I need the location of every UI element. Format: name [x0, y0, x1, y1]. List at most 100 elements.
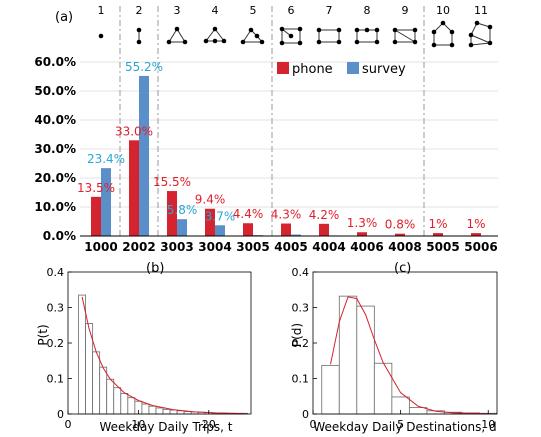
motif-edge: [205, 28, 216, 42]
bar-survey: [177, 219, 187, 236]
motif-node: [364, 27, 370, 33]
x-tick-label: 2002: [122, 240, 155, 254]
value-label-phone: 1%: [428, 217, 447, 231]
x-tick-label: 0: [310, 418, 317, 431]
motif-node: [279, 26, 285, 32]
x-axis-label: Weekday Daily Destinations, d: [313, 420, 496, 434]
motif-node: [221, 38, 227, 44]
motif-node: [174, 26, 180, 32]
value-label-survey: 5.8%: [167, 203, 198, 217]
motif-node: [240, 39, 246, 45]
motif-node: [374, 27, 380, 33]
y-tick-label: 0.4: [292, 266, 310, 279]
y-tick-label: 0: [57, 408, 64, 421]
histogram-bar: [155, 407, 164, 415]
motif-2-icon: [136, 27, 142, 45]
bar-phone: [471, 233, 481, 236]
fit-curve: [330, 296, 489, 415]
motif-node: [212, 26, 218, 32]
value-label-phone: 9.4%: [195, 193, 226, 207]
motif-number: 10: [436, 4, 450, 17]
x-tick-label: 4005: [274, 240, 307, 254]
x-tick-label: 3004: [198, 240, 231, 254]
motif-10-icon: [431, 20, 455, 48]
histogram-bar: [169, 409, 178, 415]
x-tick-label: 4008: [388, 240, 421, 254]
motif-node: [316, 27, 322, 33]
y-tick-label: 40.0%: [34, 113, 76, 127]
motif-node: [166, 39, 172, 45]
motif-number: 5: [250, 4, 257, 17]
motif-11-icon: [468, 20, 493, 48]
motif-number: 11: [474, 4, 488, 17]
motif-node: [248, 27, 254, 33]
motif-edge: [470, 34, 491, 44]
motif-node: [474, 20, 480, 26]
fit-curve: [81, 296, 245, 415]
value-label-phone: 33.0%: [115, 124, 153, 138]
value-label-survey: 23.4%: [87, 152, 125, 166]
motif-node: [279, 40, 285, 46]
x-tick-label: 5006: [464, 240, 497, 254]
y-axis-label: P(d): [290, 323, 304, 347]
histogram-bar: [356, 305, 375, 415]
motif-7-icon: [316, 27, 342, 45]
motif-node: [449, 42, 455, 48]
histogram-bar: [408, 407, 428, 415]
value-label-phone: 4.4%: [233, 207, 264, 221]
motif-node: [136, 39, 142, 45]
bar-phone: [319, 223, 329, 236]
motif-6-icon: [279, 26, 303, 46]
motif-node: [374, 39, 380, 45]
histogram-bar: [162, 408, 171, 415]
x-tick-labels: 1000 2002 3003 3004 3005 4005 4004 4006 4008 5005…: [84, 240, 497, 254]
axes: 0 0.1 0.2 0.3 0.4 0 5 10: [292, 266, 498, 431]
histogram-bar: [127, 397, 136, 415]
y-tick-label: 10.0%: [34, 200, 76, 214]
x-tick-label: 5005: [426, 240, 459, 254]
histogram-bar: [92, 351, 101, 415]
histogram-bars: [321, 295, 498, 415]
x-tick-label: 20: [202, 418, 216, 431]
value-label-phone: 4.3%: [271, 208, 302, 222]
motif-edge: [394, 29, 416, 43]
histogram-bar: [176, 410, 185, 415]
motif-node: [354, 27, 360, 33]
y-tick-label: 0.1: [47, 373, 65, 386]
x-tick-label: 5: [397, 418, 404, 431]
bar-phone: [167, 191, 177, 236]
motif-node: [288, 33, 294, 39]
histogram-bar: [113, 387, 122, 415]
histogram-bar: [120, 393, 129, 415]
motif-node: [392, 39, 398, 45]
bar-phone: [395, 233, 405, 236]
motif-node: [212, 38, 218, 44]
y-tick-label: 0.1: [292, 373, 310, 386]
motif-node: [182, 39, 188, 45]
bar-phone: [357, 232, 367, 236]
motif-node: [336, 39, 342, 45]
histogram-bar: [78, 294, 86, 415]
motif-number: 6: [288, 4, 295, 17]
y-gridlines: [80, 61, 498, 208]
panel-b-chart: (b) 0 0.1 0.2 0.3 0.4 0 10 20 Weekday Daily Tri…: [36, 261, 252, 434]
motif-4-icon: [203, 26, 227, 44]
motif-node: [259, 39, 265, 45]
y-tick-label: 0.0%: [43, 229, 76, 243]
panel-c-label: (c): [394, 261, 411, 276]
motif-icons: [98, 20, 493, 48]
bar-survey: [139, 75, 149, 236]
y-tick-label: 60.0%: [34, 55, 76, 69]
value-labels: 13.5% 23.4% 33.0% 55.2% 15.5% 5.8%9.4% 3.7%4.4…: [77, 60, 486, 232]
motif-5-icon: [240, 27, 265, 45]
value-label-phone: 13.5%: [77, 181, 115, 195]
legend-swatch-survey: [347, 62, 359, 74]
y-tick-label: 0: [302, 408, 309, 421]
motif-9-icon: [392, 27, 418, 45]
bar-survey: [215, 225, 225, 236]
value-label-survey: 55.2%: [125, 60, 163, 74]
motif-node: [316, 39, 322, 45]
value-label-phone: 1.3%: [347, 216, 378, 230]
histogram-bar: [373, 362, 393, 415]
motif-node: [354, 39, 360, 45]
